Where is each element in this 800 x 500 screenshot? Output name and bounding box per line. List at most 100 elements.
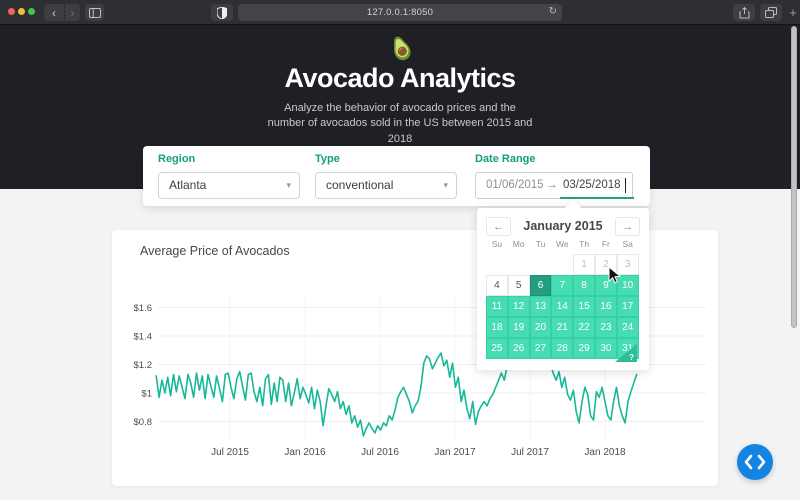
minimize-window-button[interactable] (18, 7, 25, 15)
browser-chrome: ‹ › 127.0.0.1:8050 ↻ (0, 0, 800, 25)
tabs-icon (765, 7, 777, 18)
extension-shield-button[interactable] (211, 4, 233, 21)
avocado-icon (394, 36, 411, 61)
next-month-button[interactable]: → (615, 217, 640, 236)
calendar-day[interactable]: 18 (486, 317, 508, 338)
calendar-month-title: January 2015 (523, 219, 603, 233)
type-value: conventional (326, 178, 394, 192)
question-mark-icon: ? (629, 353, 634, 362)
calendar-day[interactable]: 25 (486, 338, 508, 359)
svg-text:Jul 2015: Jul 2015 (211, 447, 249, 458)
svg-text:Jan 2018: Jan 2018 (584, 447, 626, 458)
end-date-field[interactable]: 03/25/2018 (563, 179, 621, 191)
calendar-day[interactable]: 23 (594, 317, 617, 338)
zoom-window-button[interactable] (28, 7, 35, 15)
plus-icon: + (789, 4, 797, 20)
calendar-day[interactable]: 5 (507, 275, 530, 296)
calendar-day[interactable]: 8 (573, 275, 595, 296)
calendar-day[interactable]: 7 (551, 275, 574, 296)
sidebar-toggle-button[interactable] (85, 4, 104, 21)
url-field[interactable]: 127.0.0.1:8050 ↻ (238, 4, 562, 21)
calendar-day[interactable]: 20 (529, 317, 552, 338)
back-button[interactable]: ‹ (44, 4, 64, 21)
weekday-label: Fr (601, 239, 610, 249)
calendar-day[interactable]: 16 (594, 296, 617, 317)
weekday-label: Th (579, 239, 590, 249)
weekday-label: Tu (535, 239, 546, 249)
forward-icon: › (70, 5, 75, 20)
chevron-down-icon: ▾ (443, 180, 448, 190)
calendar-day-empty (486, 254, 508, 275)
new-tab-button[interactable]: + (786, 2, 800, 22)
sidebar-icon (88, 7, 101, 18)
weekday-label: Su (491, 239, 503, 249)
svg-text:$1.6: $1.6 (134, 303, 153, 314)
back-icon: ‹ (52, 5, 56, 20)
calendar-day[interactable]: 9 (594, 275, 617, 296)
calendar-day[interactable]: 11 (486, 296, 508, 317)
devtools-toggle-button[interactable] (737, 444, 773, 480)
calendar-day[interactable]: 12 (507, 296, 530, 317)
filter-card: Region Atlanta ▾ Type conventional ▾ Dat… (143, 146, 650, 206)
calendar-weekdays: Su Mo Tu We Th Fr Sa (486, 239, 639, 249)
forward-button[interactable]: › (65, 4, 80, 21)
region-value: Atlanta (169, 178, 207, 192)
start-date-field[interactable]: 01/06/2015 (486, 179, 544, 191)
calendar-day[interactable]: 21 (551, 317, 574, 338)
svg-text:$1: $1 (141, 389, 152, 400)
help-corner-button[interactable]: ? (615, 344, 637, 362)
tab-overview-button[interactable] (760, 4, 782, 21)
page-title: Avocado Analytics (284, 63, 516, 93)
calendar-day[interactable]: 1 (573, 254, 595, 275)
url-text: 127.0.0.1:8050 (366, 7, 434, 18)
calendar-day[interactable]: 4 (486, 275, 508, 296)
calendar-day[interactable]: 13 (529, 296, 552, 317)
type-label: Type (315, 153, 340, 165)
calendar-day[interactable]: 28 (551, 338, 574, 359)
calendar-day[interactable]: 10 (616, 275, 639, 296)
chart-title: Average Price of Avocados (140, 244, 290, 258)
type-dropdown[interactable]: conventional ▾ (315, 172, 457, 199)
date-range-input[interactable]: 01/06/2015 → 03/25/2018 (475, 172, 634, 199)
price-chart-svg[interactable]: Jul 2015 Jan 2016 Jul 2016 Jan 2017 Jul 2017… (112, 230, 718, 486)
calendar-day-empty (530, 254, 552, 275)
calendar-day[interactable]: 24 (616, 317, 639, 338)
corner-triangle-icon (615, 344, 637, 362)
calendar-day[interactable]: 27 (529, 338, 552, 359)
weekday-label: We (555, 239, 569, 249)
calendar-day[interactable]: 29 (573, 338, 595, 359)
calendar-day-empty (551, 254, 573, 275)
svg-text:$1.2: $1.2 (134, 360, 153, 371)
calendar-day[interactable]: 30 (594, 338, 617, 359)
svg-text:Jan 2017: Jan 2017 (434, 447, 476, 458)
arrow-right-icon: → (622, 220, 633, 233)
page-scrollbar[interactable] (791, 26, 797, 328)
page: Avocado Analytics Analyze the behavior o… (0, 25, 800, 500)
text-cursor (625, 178, 626, 193)
region-dropdown[interactable]: Atlanta ▾ (158, 172, 300, 199)
calendar-day[interactable]: 19 (507, 317, 530, 338)
svg-text:Jan 2016: Jan 2016 (284, 447, 326, 458)
svg-text:Jul 2017: Jul 2017 (511, 447, 549, 458)
svg-text:$0.8: $0.8 (134, 417, 153, 428)
calendar-day[interactable]: 6 (529, 275, 552, 296)
calendar-day[interactable]: 26 (507, 338, 530, 359)
calendar-day[interactable]: 15 (573, 296, 595, 317)
calendar-day[interactable]: 14 (551, 296, 574, 317)
focus-underline (560, 197, 634, 199)
weekday-label: Mo (512, 239, 525, 249)
close-window-button[interactable] (8, 7, 15, 15)
prev-month-button[interactable]: ← (486, 217, 511, 236)
date-range-label: Date Range (475, 153, 536, 165)
code-icon (744, 454, 766, 470)
share-button[interactable] (733, 4, 755, 21)
calendar-day[interactable]: 22 (573, 317, 595, 338)
calendar-grid: 1 2 3 4 5 6 7 8 9 10 11 12 13 14 15 16 17 18 19 20 21 22 23 24 2… (486, 254, 639, 359)
reload-icon[interactable]: ↻ (548, 5, 557, 17)
calendar-day[interactable]: 17 (616, 296, 639, 317)
chevron-down-icon: ▾ (286, 180, 291, 190)
calendar-day[interactable]: 3 (616, 254, 639, 275)
svg-text:$1.4: $1.4 (134, 332, 153, 343)
